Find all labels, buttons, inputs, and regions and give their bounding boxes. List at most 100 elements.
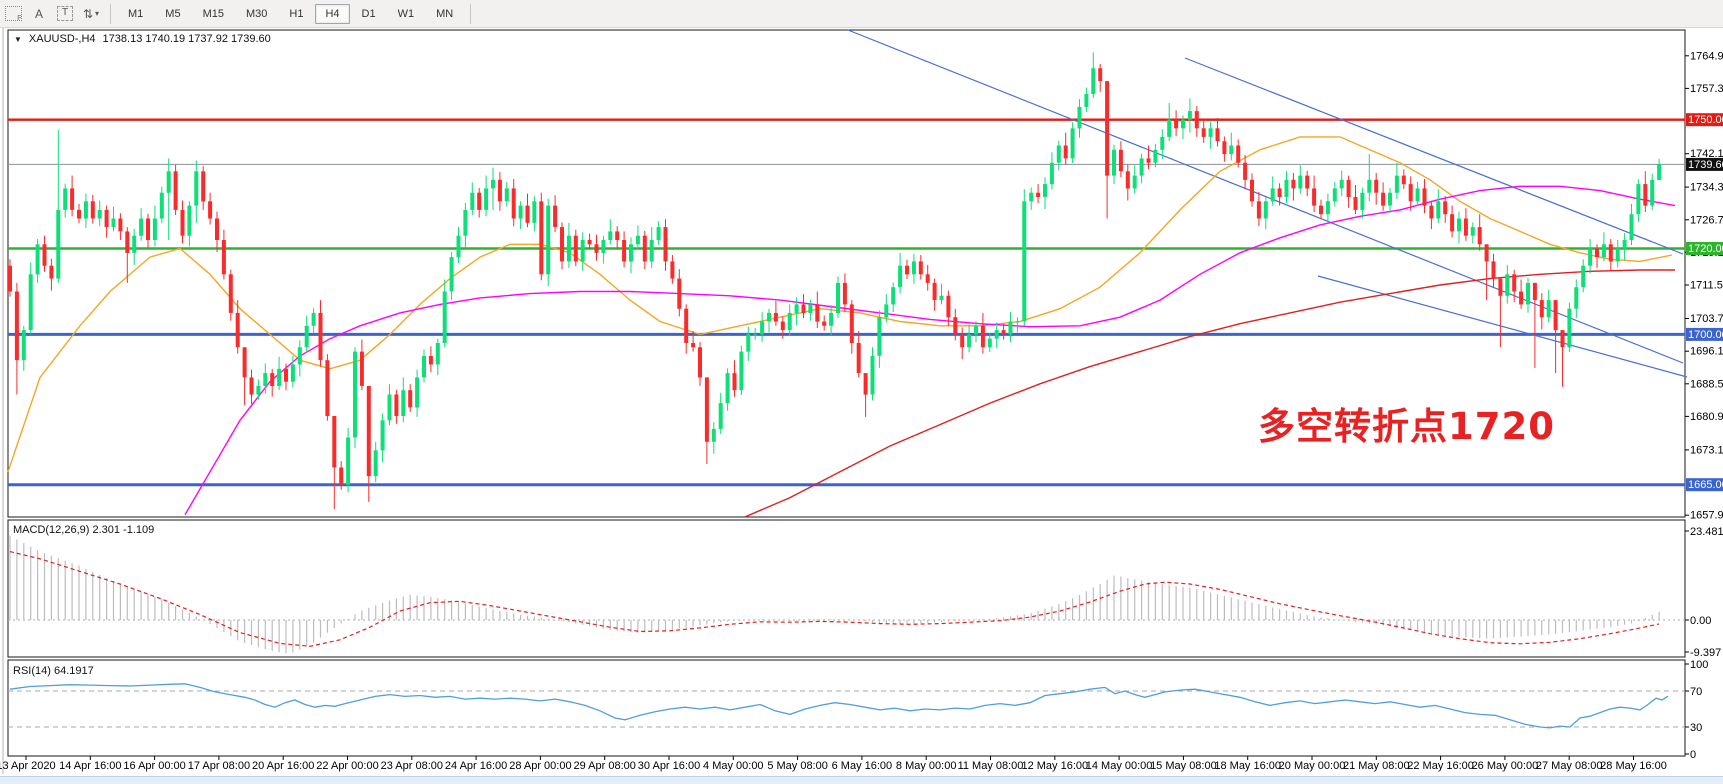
trendline-2 <box>1184 57 1684 255</box>
ma-slow-red <box>744 269 1675 518</box>
text-tool-icon[interactable]: T <box>53 3 77 24</box>
price-tick: 1657.90 <box>1690 510 1723 522</box>
date-tick: 4 May 00:00 <box>703 760 764 772</box>
svg-text:1739.60: 1739.60 <box>1688 159 1723 171</box>
timeframe-button-h1[interactable]: H1 <box>289 7 304 20</box>
macd-histogram <box>9 535 1660 654</box>
date-tick: 30 Apr 16:00 <box>638 760 700 772</box>
letter-a-icon[interactable]: A <box>34 6 43 21</box>
bottom-strip <box>0 776 1723 784</box>
price-axis: 1764.901757.301742.101734.301726.701719.… <box>1685 50 1723 522</box>
date-tick: 28 Apr 00:00 <box>509 760 571 772</box>
toolbar-separator <box>470 3 472 24</box>
date-tick: 21 May 08:00 <box>1343 760 1410 772</box>
sort-arrows-glyph: ⇅ <box>82 6 94 21</box>
date-tick: 11 May 08:00 <box>958 760 1024 772</box>
svg-text:1700.00: 1700.00 <box>1688 329 1723 341</box>
price-tick: 1711.50 <box>1690 280 1723 292</box>
toolbar-separator <box>110 3 111 24</box>
main-price-panel <box>7 29 1688 518</box>
ma-mid-magenta <box>184 185 1676 516</box>
chart-text-annotation[interactable]: 多空转折点1720 <box>1258 405 1555 448</box>
svg-text:23.481: 23.481 <box>1690 526 1723 538</box>
svg-text:1750.00: 1750.00 <box>1688 114 1723 126</box>
timeframe-buttons: M1 M5 M15 M30 H1 H4 D1 W1 MN <box>117 3 464 24</box>
dropdown-caret-icon[interactable]: ▾ <box>95 9 100 18</box>
symbol-name: XAUUSD-,H4 <box>28 33 96 45</box>
svg-text:100: 100 <box>1690 659 1708 671</box>
date-tick: 22 Apr 00:00 <box>316 760 378 772</box>
date-tick: 24 Apr 16:00 <box>445 760 507 772</box>
timeframe-button-mn[interactable]: MN <box>436 7 454 20</box>
svg-text:70: 70 <box>1690 686 1702 698</box>
candles-layer <box>8 52 1662 510</box>
macd-panel: MACD(12,26,9) 2.301 -1.109 23.481 0.00 -9.3… <box>8 524 1723 659</box>
price-tick: 1742.10 <box>1690 148 1723 160</box>
timeframe-button-m5[interactable]: M5 <box>165 7 181 20</box>
date-tick: 22 May 16:00 <box>1407 760 1474 772</box>
timeframe-button-m30[interactable]: M30 <box>245 7 268 20</box>
trendline-1 <box>847 29 1684 364</box>
date-tick: 5 May 08:00 <box>767 760 828 772</box>
price-tick: 1726.70 <box>1690 214 1723 226</box>
date-tick: 14 Apr 16:00 <box>59 760 121 772</box>
price-badge <box>1686 327 1723 341</box>
date-tick: 6 May 16:00 <box>832 760 893 772</box>
svg-text:1720.00: 1720.00 <box>1688 243 1723 255</box>
price-tick: 1673.10 <box>1690 444 1723 456</box>
svg-text:0: 0 <box>1690 749 1696 761</box>
date-tick: 23 Apr 08:00 <box>381 760 443 772</box>
trendline-3 <box>1317 275 1688 378</box>
sort-arrows-icon[interactable]: ⇅ ▾ <box>79 3 103 24</box>
price-badge <box>1686 157 1723 171</box>
date-tick: 16 Apr 00:00 <box>123 760 185 772</box>
price-tick: 1696.10 <box>1690 346 1723 358</box>
date-tick: 27 May 08:00 <box>1536 760 1603 772</box>
price-tick: 1688.50 <box>1690 378 1723 390</box>
indicator-list-f-icon[interactable]: F <box>1 3 25 24</box>
svg-text:1665.00: 1665.00 <box>1688 479 1723 491</box>
date-tick: 20 Apr 16:00 <box>252 760 314 772</box>
symbol-info-line: ▼ XAUUSD-,H4 1738.13 1740.19 1737.92 173… <box>14 33 271 45</box>
date-tick: 18 May 16:00 <box>1214 760 1281 772</box>
rsi-line <box>9 683 1669 729</box>
timeframe-button-m1[interactable]: M1 <box>128 7 144 20</box>
date-tick: 12 May 16:00 <box>1021 760 1088 772</box>
date-tick: 28 May 16:00 <box>1600 760 1667 772</box>
date-tick: 20 May 00:00 <box>1279 760 1346 772</box>
timeframe-button-d1[interactable]: D1 <box>361 7 376 20</box>
price-tick: 1757.30 <box>1690 83 1723 95</box>
rsi-label: RSI(14) 64.1917 <box>13 665 94 677</box>
date-tick: 13 Apr 2020 <box>0 760 56 772</box>
collapse-triangle-icon[interactable]: ▼ <box>14 34 22 44</box>
timeframe-button-w1[interactable]: W1 <box>397 7 415 20</box>
price-tick: 1680.90 <box>1690 411 1723 423</box>
chart-surface: 1764.901757.301742.101734.301726.701719.… <box>0 28 1723 784</box>
svg-text:30: 30 <box>1690 722 1702 734</box>
ma-fast-orange <box>7 136 1673 473</box>
timeframe-button-m15[interactable]: M15 <box>202 7 224 20</box>
svg-text:0.00: 0.00 <box>1690 615 1711 627</box>
date-tick: 14 May 00:00 <box>1086 760 1153 772</box>
date-tick: 15 May 08:00 <box>1150 760 1217 772</box>
price-tick: 1734.30 <box>1690 182 1723 194</box>
price-badge <box>1686 478 1723 492</box>
date-tick: 26 May 00:00 <box>1472 760 1539 772</box>
chart-canvas[interactable]: 1764.901757.301742.101734.301726.701719.… <box>0 28 1723 784</box>
rsi-panel: RSI(14) 64.1917 100 70 30 0 <box>8 659 1708 761</box>
toolbar: F A T ⇅ ▾ M1 M5 M15 M30 H1 H4 D1 W1 MN <box>0 0 1723 28</box>
price-tick: 1703.70 <box>1690 313 1723 325</box>
price-tick: 1764.90 <box>1690 50 1723 62</box>
macd-label: MACD(12,26,9) 2.301 -1.109 <box>13 524 154 536</box>
price-badge <box>1686 242 1723 255</box>
date-tick: 17 Apr 08:00 <box>188 760 250 772</box>
macd-signal-line <box>9 551 1660 647</box>
date-axis: 13 Apr 2020 14 Apr 16:00 16 Apr 00:00 17 Ap… <box>0 756 1667 772</box>
date-tick: 8 May 00:00 <box>896 760 957 772</box>
symbol-ohlc-values: 1738.13 1740.19 1737.92 1739.60 <box>102 33 271 45</box>
date-tick: 29 Apr 08:00 <box>574 760 636 772</box>
timeframe-button-h4[interactable]: H4 <box>315 3 350 24</box>
svg-text:-9.397: -9.397 <box>1690 647 1721 659</box>
price-badge <box>1686 113 1723 127</box>
